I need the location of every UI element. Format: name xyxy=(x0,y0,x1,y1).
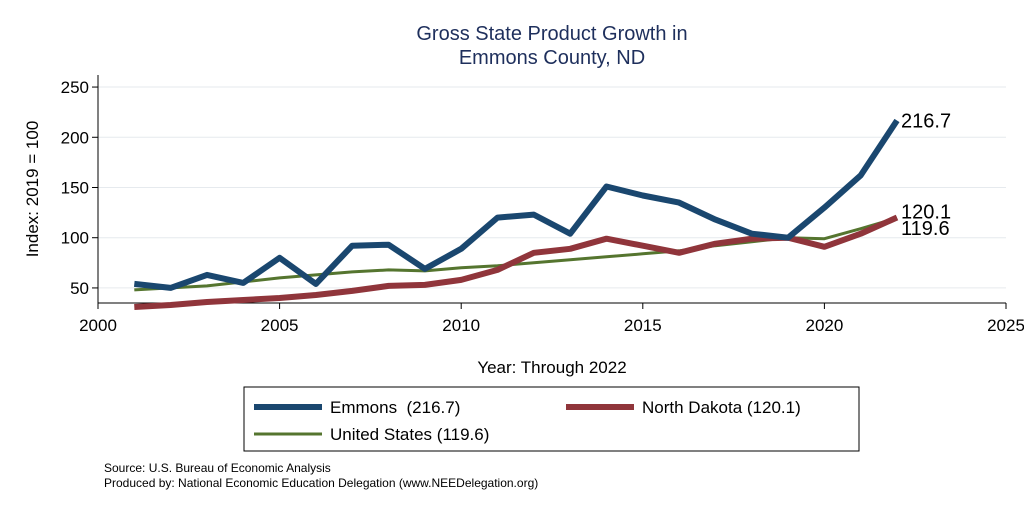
grid-layer xyxy=(98,86,1006,289)
y-tick-layer: 50 100 150 200 250 xyxy=(61,78,98,298)
x-tick-label-2000: 2000 xyxy=(79,316,117,335)
x-tick-label-2025: 2025 xyxy=(987,316,1024,335)
source-note: Source: U.S. Bureau of Economic Analysis xyxy=(104,461,331,475)
y-axis-label: Index: 2019 = 100 xyxy=(23,121,42,258)
chart-title-line-2: Emmons County, ND xyxy=(459,47,645,69)
y-tick-label-100: 100 xyxy=(61,229,89,248)
series-line-emmons xyxy=(133,118,900,291)
x-tick-label-2005: 2005 xyxy=(261,316,299,335)
legend-label-north-dakota: North Dakota (120.1) xyxy=(642,398,801,417)
end-label-north-dakota: 120.1 xyxy=(901,202,951,224)
x-tick-label-2015: 2015 xyxy=(624,316,662,335)
y-tick-label-50: 50 xyxy=(70,279,89,298)
legend: Emmons (216.7) North Dakota (120.1) Unit… xyxy=(243,386,860,452)
x-axis-label: Year: Through 2022 xyxy=(477,358,626,377)
y-tick-label-150: 150 xyxy=(61,178,89,197)
legend-label-united-states: United States (119.6) xyxy=(330,425,489,444)
x-tick-label-2010: 2010 xyxy=(442,316,480,335)
y-tick-label-200: 200 xyxy=(61,128,89,147)
chart-title-line-1: Gross State Product Growth in xyxy=(416,23,687,45)
end-label-emmons: 216.7 xyxy=(901,110,951,132)
axes-layer xyxy=(97,75,1006,304)
produced-by-note: Produced by: National Economic Education… xyxy=(104,476,538,490)
series-layer xyxy=(133,118,900,310)
legend-label-emmons: Emmons (216.7) xyxy=(330,398,460,417)
end-label-united-states: 119.6 xyxy=(901,218,950,240)
legend-box xyxy=(243,386,860,452)
x-tick-layer: 2000 2005 2010 2015 2020 2025 xyxy=(79,303,1024,335)
y-tick-label-250: 250 xyxy=(61,78,89,97)
x-tick-label-2020: 2020 xyxy=(805,316,843,335)
